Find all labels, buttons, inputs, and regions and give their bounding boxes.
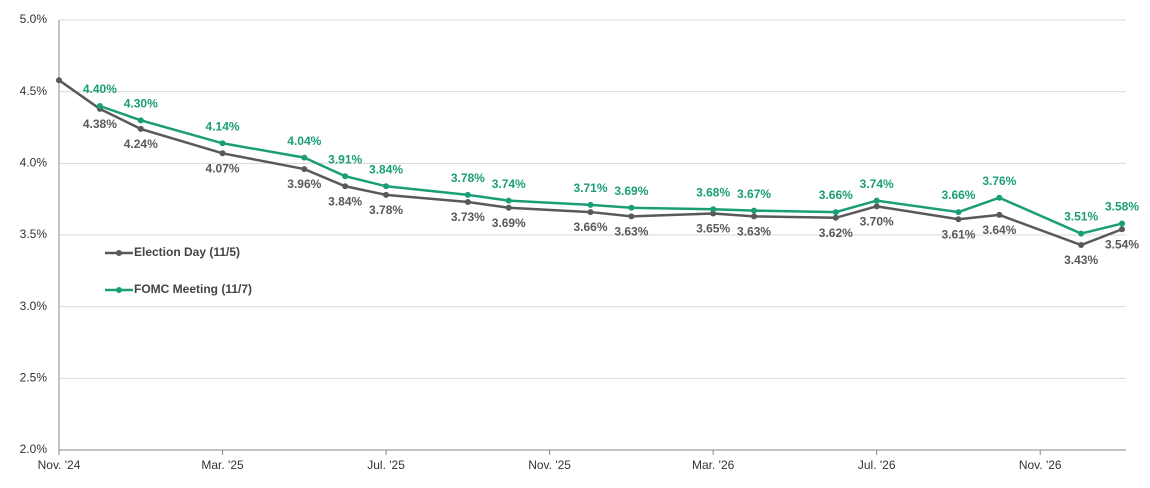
data-label: 3.74% bbox=[492, 177, 526, 191]
data-label: 3.62% bbox=[819, 226, 853, 240]
point bbox=[955, 216, 962, 223]
point bbox=[505, 197, 512, 204]
data-label: 3.51% bbox=[1064, 210, 1098, 224]
data-label: 3.67% bbox=[737, 187, 771, 201]
point bbox=[96, 103, 103, 109]
point bbox=[137, 125, 144, 132]
point bbox=[301, 166, 308, 173]
y-tick-label: 2.0% bbox=[20, 442, 48, 456]
data-label: 4.30% bbox=[124, 97, 158, 111]
data-label: 3.84% bbox=[328, 194, 362, 208]
point bbox=[56, 77, 62, 84]
y-tick-label: 5.0% bbox=[20, 12, 48, 26]
point bbox=[710, 206, 717, 213]
point bbox=[383, 191, 390, 198]
data-label: 4.38% bbox=[83, 117, 117, 131]
data-label: 4.04% bbox=[287, 134, 321, 148]
legend-marker bbox=[116, 287, 122, 293]
point bbox=[464, 191, 471, 198]
y-tick-label: 2.5% bbox=[20, 371, 48, 385]
data-label: 3.78% bbox=[451, 171, 485, 185]
data-label: 3.43% bbox=[1064, 253, 1098, 267]
y-tick-label: 3.0% bbox=[20, 299, 48, 313]
data-label: 3.74% bbox=[860, 177, 894, 191]
point bbox=[1119, 226, 1125, 233]
point bbox=[873, 197, 880, 204]
point bbox=[219, 150, 226, 157]
data-label: 3.91% bbox=[328, 152, 362, 166]
data-label: 3.66% bbox=[819, 188, 853, 202]
data-label: 3.66% bbox=[941, 188, 975, 202]
data-label: 3.69% bbox=[614, 184, 648, 198]
data-label: 4.07% bbox=[206, 161, 240, 175]
point bbox=[383, 183, 390, 190]
x-tick-label: Jul. '26 bbox=[858, 458, 896, 472]
data-label: 3.54% bbox=[1105, 237, 1139, 251]
point bbox=[587, 201, 594, 208]
point bbox=[996, 194, 1003, 201]
point bbox=[751, 207, 758, 214]
point bbox=[219, 140, 226, 147]
point bbox=[832, 214, 839, 221]
point bbox=[751, 213, 758, 220]
data-label: 3.69% bbox=[492, 216, 526, 230]
point bbox=[955, 209, 962, 216]
point bbox=[464, 199, 471, 206]
legend-marker bbox=[116, 250, 122, 256]
point bbox=[996, 211, 1003, 218]
data-label: 3.64% bbox=[982, 223, 1016, 237]
y-tick-label: 4.5% bbox=[20, 84, 48, 98]
x-tick-label: Mar. '25 bbox=[201, 458, 244, 472]
data-label: 3.84% bbox=[369, 162, 403, 176]
point bbox=[137, 117, 144, 124]
data-label: 3.96% bbox=[287, 177, 321, 191]
point bbox=[710, 210, 717, 217]
data-label: 3.70% bbox=[860, 215, 894, 229]
point bbox=[628, 204, 635, 211]
x-tick-label: Nov. '24 bbox=[38, 458, 81, 472]
point bbox=[342, 183, 349, 190]
data-label: 3.76% bbox=[982, 174, 1016, 188]
point bbox=[832, 209, 839, 216]
point bbox=[587, 209, 594, 216]
data-label: 3.58% bbox=[1105, 200, 1139, 214]
point bbox=[301, 154, 308, 161]
data-label: 3.63% bbox=[737, 225, 771, 239]
data-label: 3.63% bbox=[614, 225, 648, 239]
data-label: 4.14% bbox=[206, 119, 240, 133]
point bbox=[1119, 220, 1125, 227]
data-label: 4.40% bbox=[83, 82, 117, 96]
y-tick-label: 4.0% bbox=[20, 156, 48, 170]
data-label: 3.73% bbox=[451, 210, 485, 224]
data-label: 4.24% bbox=[124, 137, 158, 151]
x-tick-label: Nov. '26 bbox=[1019, 458, 1062, 472]
x-tick-label: Nov. '25 bbox=[528, 458, 571, 472]
point bbox=[873, 203, 880, 210]
data-label: 3.78% bbox=[369, 203, 403, 217]
legend-label: Election Day (11/5) bbox=[134, 245, 240, 259]
point bbox=[342, 173, 349, 180]
data-label: 3.66% bbox=[573, 220, 607, 234]
x-tick-label: Mar. '26 bbox=[692, 458, 735, 472]
point bbox=[505, 204, 512, 211]
point bbox=[1078, 230, 1085, 237]
data-label: 3.61% bbox=[941, 227, 975, 241]
data-label: 3.71% bbox=[573, 181, 607, 195]
y-tick-label: 3.5% bbox=[20, 227, 48, 241]
series-line bbox=[99, 104, 1123, 235]
legend-label: FOMC Meeting (11/7) bbox=[134, 282, 252, 296]
data-label: 3.68% bbox=[696, 185, 730, 199]
point bbox=[628, 213, 635, 220]
data-label: 3.65% bbox=[696, 222, 730, 236]
point bbox=[1078, 242, 1085, 249]
x-tick-label: Jul. '25 bbox=[367, 458, 405, 472]
